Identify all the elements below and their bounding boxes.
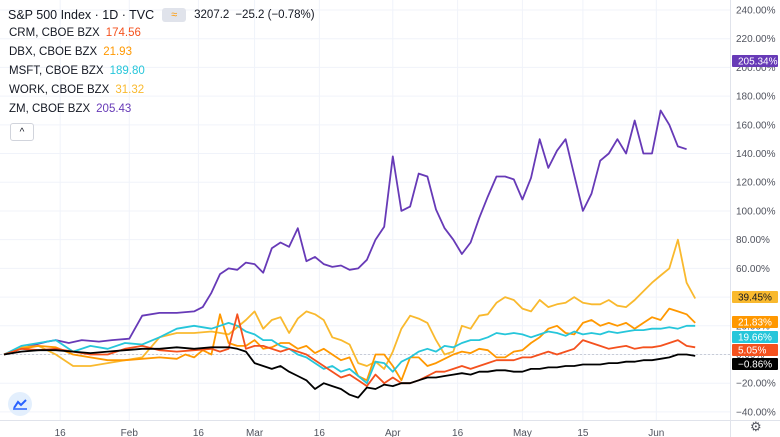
y-tick-label: 60.00% (736, 264, 770, 275)
grid-layer (0, 0, 730, 420)
x-tick-label: Feb (121, 428, 139, 437)
chevron-up-icon: ^ (19, 126, 25, 138)
chart-header: S&P 500 Index · 1D · TVC ≈ 3207.2 −25.2 … (8, 6, 315, 24)
legend-collapse-button[interactable]: ^ (10, 123, 34, 141)
last-value-tag-work (732, 291, 778, 303)
last-value-tags: 205.34% 39.45% 21.83% 19.66% 5.05% −0.86% (732, 55, 778, 371)
legend-value: 21.93 (103, 46, 132, 58)
x-tick-label: Jun (648, 428, 664, 437)
y-tick-label: 80.00% (736, 235, 770, 246)
legend-value: 189.80 (109, 65, 145, 77)
cloud-icon (13, 399, 27, 410)
price-change: −25.2 (−0.78%) (235, 9, 315, 21)
legend-label: DBX, CBOE BZX (9, 46, 98, 58)
last-value-label: 5.05% (738, 346, 766, 357)
x-tick-label: Mar (246, 428, 264, 437)
legend-label: MSFT, CBOE BZX (9, 65, 104, 77)
legend-item-work[interactable]: WORK, CBOE BZX 31.32 (9, 84, 144, 96)
last-value-tag-dbx (732, 316, 778, 328)
y-tick-label: 120.00% (736, 178, 776, 189)
legend-label: ZM, CBOE BZX (9, 103, 91, 115)
last-value-label: 39.45% (738, 293, 772, 304)
x-tick-label: May (513, 428, 532, 437)
series-line-work (3, 238, 696, 370)
series-layer (3, 109, 696, 399)
y-tick-label: 160.00% (736, 120, 776, 131)
last-value-tag-sp500 (732, 358, 778, 370)
series-line-crm (3, 313, 696, 388)
y-tick-label: 220.00% (736, 34, 776, 45)
series-line-dbx (3, 307, 696, 382)
x-tick-label: 16 (193, 428, 205, 437)
y-tick-label: −20.00% (736, 379, 776, 390)
last-value-label: 19.66% (738, 333, 772, 344)
x-tick-label: 16 (55, 428, 67, 437)
last-price: 3207.2 (194, 9, 230, 21)
legend-item-crm[interactable]: CRM, CBOE BZX 174.56 (9, 27, 141, 39)
last-value-tag-zm (732, 55, 778, 67)
legend-item-msft[interactable]: MSFT, CBOE BZX 189.80 (9, 65, 145, 77)
legend-value: 31.32 (115, 84, 145, 96)
series-line-msft (3, 321, 696, 385)
y-tick-label: −40.00% (736, 407, 776, 418)
gear-icon[interactable]: ⚙ (750, 419, 762, 434)
x-tick-label: 16 (452, 428, 464, 437)
compare-mode-badge[interactable]: ≈ (162, 8, 187, 22)
x-tick-label: Apr (385, 428, 401, 437)
last-value-tag-crm (732, 344, 778, 356)
legend-value: 174.56 (105, 27, 141, 39)
last-value-label: −0.86% (738, 360, 772, 371)
legend-item-zm[interactable]: ZM, CBOE BZX 205.43 (9, 103, 131, 115)
legend-label: CRM, CBOE BZX (9, 27, 100, 39)
y-tick-label: 180.00% (736, 92, 776, 103)
legend-label: WORK, CBOE BZX (9, 84, 110, 96)
last-value-label: 205.34% (738, 57, 778, 68)
y-tick-label: 100.00% (736, 206, 776, 217)
last-value-tag-msft (732, 331, 778, 343)
y-tick-label: 200.00% (736, 63, 776, 74)
legend-item-dbx[interactable]: DBX, CBOE BZX 21.93 (9, 46, 132, 58)
tradingview-logo-icon[interactable] (8, 392, 32, 416)
x-tick-label: 16 (314, 428, 326, 437)
y-tick-label: 240.00% (736, 5, 776, 16)
y-tick-label: 140.00% (736, 149, 776, 160)
chart-title: S&P 500 Index · 1D · TVC (8, 8, 155, 22)
x-tick-label: 15 (577, 428, 589, 437)
last-value-label: 21.83% (738, 318, 772, 329)
series-line-zm (3, 109, 687, 356)
series-line-sp500 (3, 346, 696, 399)
legend-value: 205.43 (96, 103, 132, 115)
